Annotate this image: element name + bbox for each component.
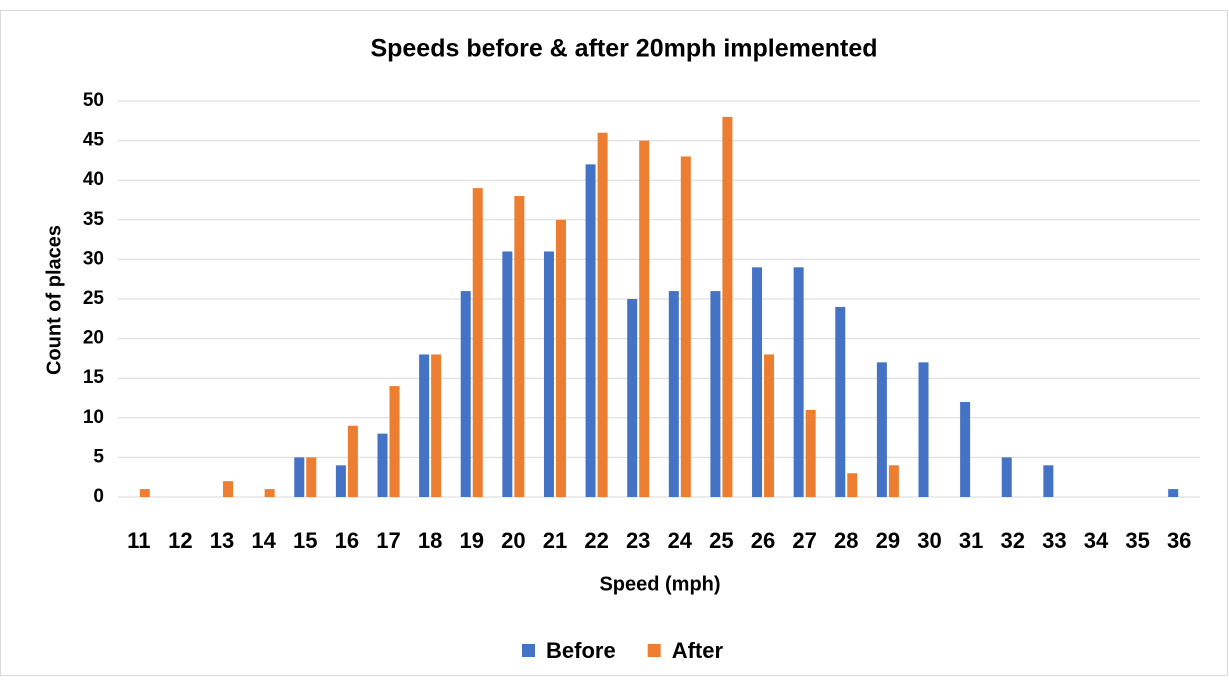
bar [419, 354, 430, 497]
chart-frame [0, 10, 1228, 676]
bar [514, 196, 525, 498]
x-tick-label: 12 [168, 528, 192, 553]
bar [847, 473, 858, 497]
bar [543, 251, 554, 497]
x-tick-label: 31 [959, 528, 983, 553]
bar [668, 291, 679, 497]
bar [627, 299, 638, 497]
bar [722, 116, 733, 497]
x-tick-label: 28 [834, 528, 858, 553]
bar [555, 219, 566, 498]
y-tick-label: 0 [93, 486, 104, 507]
bar [472, 188, 483, 497]
y-tick-label: 50 [83, 90, 104, 111]
y-tick-label: 40 [83, 169, 104, 190]
legend-label: After [672, 638, 724, 663]
bar [793, 267, 804, 497]
x-tick-label: 29 [876, 528, 900, 553]
x-tick-label: 23 [626, 528, 650, 553]
bar [835, 306, 846, 497]
x-tick-label: 20 [501, 528, 525, 553]
x-tick-label: 26 [751, 528, 775, 553]
x-tick-label: 17 [376, 528, 400, 553]
legend-label: Before [546, 638, 616, 663]
y-tick-label: 35 [83, 209, 105, 230]
bar [347, 425, 358, 497]
y-tick-label: 5 [93, 446, 104, 467]
x-tick-label: 22 [584, 528, 608, 553]
bar [294, 457, 305, 497]
x-tick-label: 25 [709, 528, 733, 553]
bar [585, 164, 596, 498]
y-tick-label: 20 [83, 328, 104, 349]
x-tick-label: 35 [1125, 528, 1149, 553]
x-axis-title: Speed (mph) [599, 573, 720, 595]
x-tick-label: 14 [251, 528, 276, 553]
bar [223, 481, 234, 497]
y-tick-label: 30 [83, 248, 104, 269]
bar [764, 354, 775, 497]
y-tick-label: 45 [83, 130, 105, 151]
y-axis-title: Count of places [43, 225, 65, 375]
bar [918, 362, 929, 497]
x-tick-label: 27 [792, 528, 816, 553]
bar [710, 291, 721, 497]
y-tick-label: 10 [83, 407, 104, 428]
x-tick-label: 36 [1167, 528, 1191, 553]
x-tick-label: 21 [543, 528, 567, 553]
x-tick-label: 19 [459, 528, 483, 553]
x-tick-label: 30 [917, 528, 941, 553]
x-tick-label: 24 [668, 528, 693, 553]
bar [139, 489, 150, 497]
legend-swatch [647, 644, 661, 657]
x-tick-label: 13 [210, 528, 234, 553]
bar [1001, 457, 1012, 497]
bar [264, 489, 275, 497]
bar [335, 465, 346, 497]
bar [960, 401, 971, 497]
bar [639, 140, 650, 497]
bar [1168, 489, 1179, 497]
bar [876, 362, 887, 497]
y-tick-label: 15 [83, 367, 105, 388]
bar [306, 457, 317, 497]
x-tick-label: 18 [418, 528, 442, 553]
bar [377, 433, 388, 497]
x-tick-label: 34 [1084, 528, 1109, 553]
bar [805, 409, 816, 497]
chart-title: Speeds before & after 20mph implemented [370, 35, 877, 63]
x-tick-label: 32 [1000, 528, 1024, 553]
y-tick-label: 25 [83, 288, 105, 309]
x-tick-label: 11 [127, 528, 150, 553]
bar [1043, 465, 1054, 497]
bar [389, 386, 400, 497]
legend-swatch [522, 644, 535, 657]
bar [431, 354, 442, 497]
bar [680, 156, 691, 497]
bar [752, 267, 763, 497]
bar [888, 465, 899, 497]
x-tick-label: 15 [293, 528, 317, 553]
bar [502, 251, 513, 497]
x-tick-label: 16 [335, 528, 359, 553]
x-tick-label: 33 [1042, 528, 1066, 553]
bar [597, 132, 608, 497]
bar [460, 291, 471, 497]
